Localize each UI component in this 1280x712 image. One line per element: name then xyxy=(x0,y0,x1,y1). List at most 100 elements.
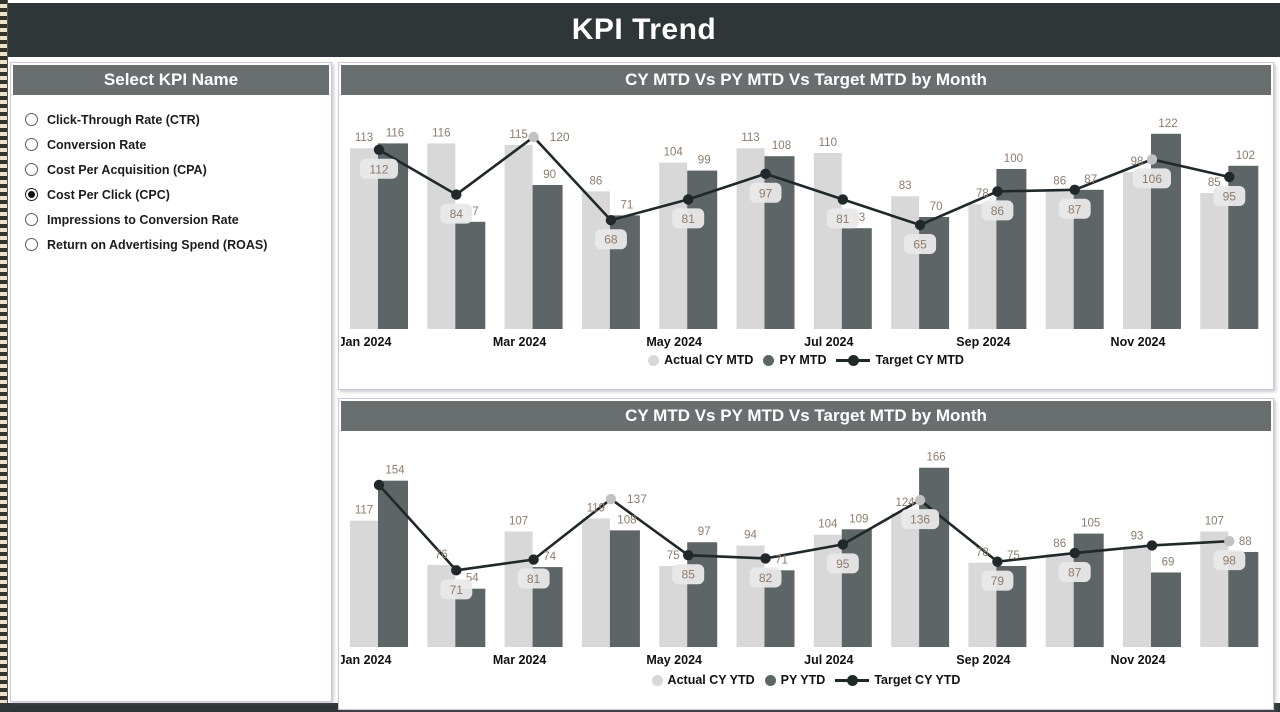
target-marker[interactable] xyxy=(373,144,385,155)
radio-icon[interactable] xyxy=(25,113,38,126)
actual-bar[interactable] xyxy=(891,513,920,647)
legend-dot-icon xyxy=(763,354,775,366)
target-marker[interactable] xyxy=(528,554,539,565)
target-marker[interactable] xyxy=(837,539,848,550)
target-label-box xyxy=(360,158,398,179)
target-label-box xyxy=(440,203,473,224)
kpi-option-0[interactable]: Click-Through Rate (CTR) xyxy=(19,107,325,132)
kpi-option-label: Impressions to Conversion Rate xyxy=(47,212,239,227)
target-marker[interactable] xyxy=(837,194,848,205)
actual-bar[interactable] xyxy=(581,518,610,647)
value-label: 107 xyxy=(1205,515,1224,527)
chart-plot-area: 1131161158610411311083788698851166790719… xyxy=(341,118,1259,349)
value-label: 76 xyxy=(435,549,448,561)
kpi-option-label: Cost Per Acquisition (CPA) xyxy=(47,162,207,177)
value-label: 108 xyxy=(617,514,636,526)
target-marker[interactable] xyxy=(1146,540,1158,551)
target-marker[interactable] xyxy=(683,550,694,561)
target-marker[interactable] xyxy=(528,131,539,143)
target-label: 136 xyxy=(910,513,930,527)
kpi-option-3[interactable]: Cost Per Click (CPC) xyxy=(19,182,325,207)
legend-item[interactable]: PY MTD xyxy=(763,353,826,367)
target-label: 137 xyxy=(627,492,647,506)
target-marker[interactable] xyxy=(760,553,771,564)
py-bar[interactable] xyxy=(919,217,950,329)
target-marker[interactable] xyxy=(1069,547,1080,559)
radio-icon[interactable] xyxy=(25,238,38,251)
target-marker[interactable] xyxy=(1146,154,1158,165)
actual-bar[interactable] xyxy=(350,520,378,647)
legend-label: Actual CY YTD xyxy=(667,673,755,687)
py-bar[interactable] xyxy=(1151,133,1181,329)
kpi-option-4[interactable]: Impressions to Conversion Rate xyxy=(19,207,325,232)
target-marker[interactable] xyxy=(914,219,926,231)
target-label-box xyxy=(826,553,859,574)
py-bar[interactable] xyxy=(455,221,486,329)
kpi-option-1[interactable]: Conversion Rate xyxy=(19,132,325,157)
target-label-box xyxy=(981,200,1014,221)
kpi-option-2[interactable]: Cost Per Acquisition (CPA) xyxy=(19,157,325,182)
target-marker[interactable] xyxy=(914,494,926,506)
py-bar[interactable] xyxy=(919,467,950,647)
target-marker[interactable] xyxy=(451,189,462,200)
py-bar[interactable] xyxy=(841,529,872,647)
target-marker[interactable] xyxy=(683,194,694,205)
actual-bar[interactable] xyxy=(659,162,688,329)
kpi-selector-title: Select KPI Name xyxy=(103,70,239,89)
py-bar[interactable] xyxy=(532,185,563,329)
legend-item[interactable]: Actual CY MTD xyxy=(648,353,753,367)
ytd-chart-title: CY MTD Vs PY MTD Vs Target MTD by Month xyxy=(625,406,987,425)
legend-item[interactable]: Target CY MTD xyxy=(836,353,964,367)
py-bar[interactable] xyxy=(841,228,872,329)
py-bar[interactable] xyxy=(687,542,718,647)
actual-bar[interactable] xyxy=(581,191,610,329)
legend-item[interactable]: PY YTD xyxy=(764,673,825,687)
actual-bar[interactable] xyxy=(427,143,456,329)
target-marker[interactable] xyxy=(451,565,462,576)
radio-selected-icon[interactable] xyxy=(25,188,38,201)
actual-bar[interactable] xyxy=(736,545,765,647)
py-bar[interactable] xyxy=(1151,572,1181,647)
target-label-box xyxy=(594,229,627,250)
radio-icon[interactable] xyxy=(25,163,38,176)
actual-bar[interactable] xyxy=(504,531,533,647)
target-marker[interactable] xyxy=(1069,184,1080,195)
value-label: 86 xyxy=(590,175,603,187)
py-bar[interactable] xyxy=(996,169,1027,329)
actual-bar[interactable] xyxy=(1123,172,1151,329)
value-label: 124 xyxy=(896,497,916,509)
target-marker[interactable] xyxy=(605,493,617,505)
actual-bar[interactable] xyxy=(1123,546,1151,647)
actual-bar[interactable] xyxy=(504,145,533,329)
value-label: 70 xyxy=(930,201,943,213)
target-marker[interactable] xyxy=(992,556,1003,567)
actual-bar[interactable] xyxy=(1200,193,1229,329)
target-marker[interactable] xyxy=(373,479,385,491)
actual-bar[interactable] xyxy=(1200,531,1229,647)
legend-item[interactable]: Target CY YTD xyxy=(835,673,960,687)
actual-bar[interactable] xyxy=(427,564,456,647)
actual-bar[interactable] xyxy=(968,204,997,329)
kpi-option-label: Return on Advertising Spend (ROAS) xyxy=(47,237,268,252)
target-marker[interactable] xyxy=(992,186,1003,197)
value-label: 83 xyxy=(899,180,912,192)
legend-item[interactable]: Actual CY YTD xyxy=(651,673,755,687)
actual-bar[interactable] xyxy=(813,534,842,647)
radio-icon[interactable] xyxy=(25,138,38,151)
target-marker[interactable] xyxy=(1224,535,1235,547)
chart-legend: Actual CY YTD PY YTD Target CY YTD xyxy=(339,673,1273,687)
target-marker[interactable] xyxy=(605,215,617,226)
target-marker[interactable] xyxy=(760,168,771,179)
py-bar[interactable] xyxy=(378,480,408,647)
kpi-option-5[interactable]: Return on Advertising Spend (ROAS) xyxy=(19,232,325,257)
value-label: 104 xyxy=(818,519,838,531)
value-label: 105 xyxy=(1081,518,1100,530)
mtd-chart-header: CY MTD Vs PY MTD Vs Target MTD by Month xyxy=(341,65,1271,95)
value-label: 107 xyxy=(509,515,528,527)
actual-bar[interactable] xyxy=(813,153,842,329)
radio-icon[interactable] xyxy=(25,213,38,226)
actual-bar[interactable] xyxy=(891,196,920,329)
axis-month-label: Mar 2024 xyxy=(493,653,547,667)
target-marker[interactable] xyxy=(1224,171,1235,183)
py-bar[interactable] xyxy=(609,530,640,647)
